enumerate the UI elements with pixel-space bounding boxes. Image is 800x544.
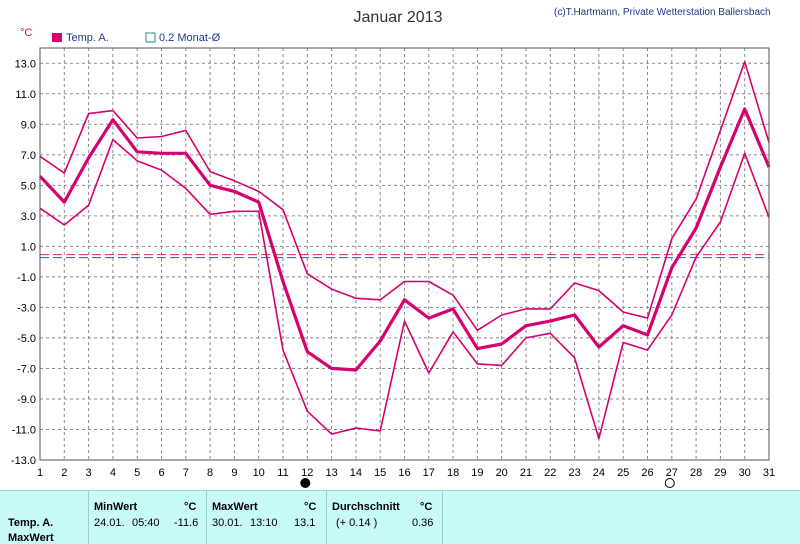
legend-avg-swatch — [145, 32, 156, 43]
x-axis-ticks: 1 2 3 4 5 6 7 8 9 10 11 12 13 14 15 16 17 18 19 20 21 22 23 24 2… — [37, 467, 775, 479]
x-tick-label: 25 — [617, 467, 629, 479]
y-tick-label: 13.0 — [15, 58, 36, 70]
panel-divider — [326, 491, 327, 544]
panel-divider — [442, 491, 443, 544]
avg-value: 0.36 — [412, 517, 434, 529]
x-tick-label: 19 — [471, 467, 483, 479]
x-tick-label: 17 — [423, 467, 435, 479]
full-moon-icon — [664, 478, 675, 488]
x-tick-label: 2 — [61, 467, 67, 479]
x-tick-label: 24 — [593, 467, 605, 479]
panel-divider — [88, 491, 89, 544]
min-date: 24.01. — [94, 517, 125, 529]
x-tick-label: 13 — [325, 467, 337, 479]
avg-unit: °C — [420, 501, 433, 513]
y-tick-label: 1.0 — [21, 241, 36, 253]
x-tick-label: 1 — [37, 467, 43, 479]
y-tick-label: -1.0 — [17, 272, 36, 284]
y-tick-label: 5.0 — [21, 180, 36, 192]
max-header: MaxWert — [212, 501, 258, 513]
avg-header: Durchschnitt — [332, 501, 400, 513]
x-tick-label: 18 — [447, 467, 459, 479]
x-tick-label: 31 — [763, 467, 775, 479]
x-tick-label: 16 — [398, 467, 410, 479]
legend-temp-swatch — [52, 33, 62, 42]
y-tick-label: -5.0 — [17, 333, 36, 345]
y-tick-label: 7.0 — [21, 150, 36, 162]
max-time: 13:10 — [250, 517, 278, 529]
x-tick-label: 10 — [253, 467, 265, 479]
min-unit: °C — [184, 501, 197, 513]
x-tick-label: 15 — [374, 467, 386, 479]
x-tick-label: 26 — [641, 467, 653, 479]
y-tick-label: -9.0 — [17, 394, 36, 406]
new-moon-icon — [300, 478, 311, 488]
avg-delta: (+ 0.14 ) — [336, 517, 378, 529]
temperature-chart: Januar 2013 (c)T.Hartmann, Private Wette… — [11, 7, 775, 488]
x-tick-label: 5 — [134, 467, 140, 479]
x-tick-label: 30 — [739, 467, 751, 479]
panel-divider — [206, 491, 207, 544]
y-unit-label: °C — [20, 27, 32, 39]
x-tick-label: 29 — [714, 467, 726, 479]
moon-markers — [300, 478, 675, 488]
series-line-max — [39, 60, 770, 332]
chart-title: Januar 2013 — [354, 9, 443, 26]
min-value: -11.6 — [174, 517, 199, 529]
x-tick-label: 22 — [544, 467, 556, 479]
x-tick-label: 21 — [520, 467, 532, 479]
max-unit: °C — [304, 501, 317, 513]
y-tick-label: -3.0 — [17, 302, 36, 314]
x-tick-label: 4 — [110, 467, 116, 479]
x-tick-label: 23 — [568, 467, 580, 479]
series-lines — [38, 60, 771, 440]
stats-panel: Temp. A. MaxWert MinWert °C 24.01. 05:40… — [0, 490, 800, 544]
y-axis-ticks: 13.0 11.0 9.0 7.0 5.0 3.0 1.0 -1.0 -3.0 -5.0 -7.0 -… — [11, 58, 36, 467]
y-tick-label: 11.0 — [15, 89, 36, 101]
x-tick-label: 8 — [207, 467, 213, 479]
max-value: 13.1 — [294, 517, 316, 529]
series-line-mean — [38, 107, 771, 372]
x-tick-label: 11 — [277, 467, 288, 479]
row-label-max: MaxWert — [8, 532, 54, 544]
x-tick-label: 27 — [666, 467, 678, 479]
x-tick-label: 7 — [183, 467, 189, 479]
y-tick-label: -7.0 — [17, 363, 36, 375]
series-line-min — [39, 138, 770, 440]
x-tick-label: 14 — [350, 467, 362, 479]
monthly-average-lines — [40, 254, 769, 259]
max-date: 30.01. — [212, 517, 243, 529]
x-tick-label: 9 — [231, 467, 237, 479]
min-header: MinWert — [94, 501, 138, 513]
plot-border — [39, 47, 770, 461]
x-tick-label: 20 — [496, 467, 508, 479]
x-tick-label: 28 — [690, 467, 702, 479]
y-tick-label: 3.0 — [21, 211, 36, 223]
row-label-temp: Temp. A. — [8, 517, 54, 529]
x-tick-label: 12 — [301, 467, 313, 479]
legend-avg-label: 0.2 Monat-Ø — [159, 32, 221, 44]
x-tick-label: 3 — [86, 467, 92, 479]
min-time: 05:40 — [132, 517, 160, 529]
legend-temp-label: Temp. A. — [66, 32, 109, 44]
y-tick-label: -11.0 — [12, 424, 36, 436]
y-tick-label: -13.0 — [11, 455, 36, 467]
y-tick-label: 9.0 — [21, 119, 36, 131]
x-tick-label: 6 — [158, 467, 164, 479]
grid — [39, 48, 770, 461]
credit-text: (c)T.Hartmann, Private Wetterstation Bal… — [554, 7, 771, 18]
